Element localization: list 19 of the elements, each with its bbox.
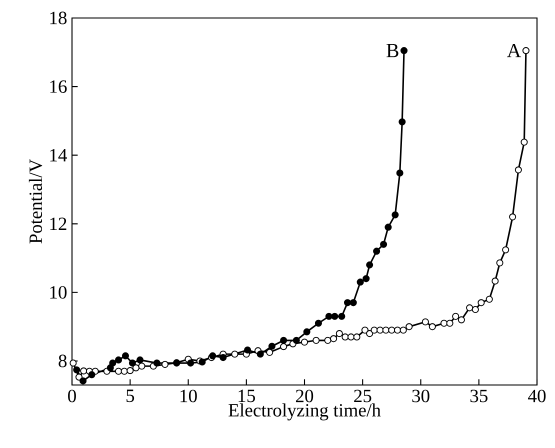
- y-tick-label: 16: [50, 80, 67, 93]
- x-axis-title: Electrolyzing time/h: [228, 403, 381, 420]
- y-tick-label: 14: [50, 149, 68, 162]
- y-tick-label: 18: [50, 12, 67, 24]
- series-label: A: [506, 44, 522, 58]
- x-tick-label: 0: [68, 390, 76, 402]
- x-tick-label: 35: [470, 390, 488, 402]
- x-tick-label: 5: [126, 390, 134, 402]
- x-tick-label: 30: [412, 390, 430, 402]
- x-tick-label: 25: [354, 390, 372, 402]
- y-tick-label: 12: [50, 218, 66, 230]
- x-tick-label: 10: [180, 390, 197, 402]
- x-tick-label: 15: [238, 390, 255, 402]
- y-tick-label: 8: [58, 354, 67, 368]
- series-label: B: [386, 44, 398, 58]
- x-tick-label: 20: [296, 390, 314, 402]
- x-tick-label: 40: [528, 390, 546, 402]
- y-axis-title: Potential/V: [28, 159, 42, 244]
- y-tick-label: 10: [50, 286, 67, 299]
